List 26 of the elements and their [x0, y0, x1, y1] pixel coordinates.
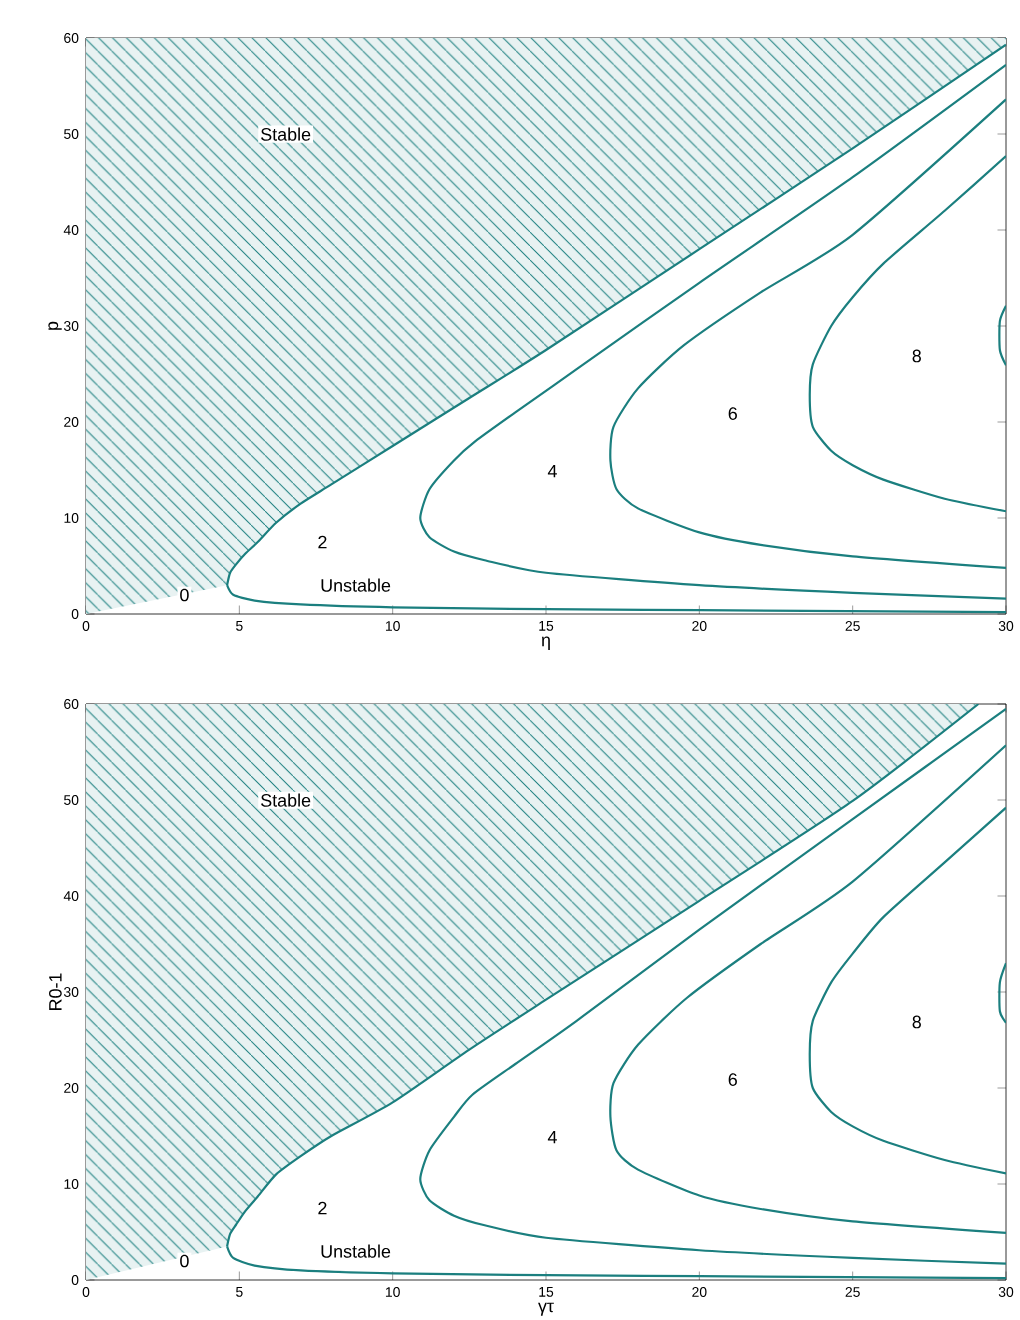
line-series — [419, 63, 1007, 600]
annotation: 6 — [728, 407, 737, 420]
y-axis-title: p — [48, 321, 62, 330]
line-series — [419, 707, 1007, 1265]
annotation: 2 — [318, 535, 327, 549]
x-axis-title: γτ — [538, 1302, 554, 1316]
annotation: 8 — [912, 349, 921, 363]
annotation: 2 — [318, 1201, 327, 1215]
line-series — [998, 962, 1007, 1024]
annotation: Stable — [261, 793, 311, 807]
annotation: Unstable — [321, 1244, 391, 1258]
line-series — [609, 744, 1007, 1235]
annotation: 0 — [180, 1254, 189, 1268]
annotation: Stable — [261, 127, 311, 141]
line-series — [808, 806, 1007, 1175]
x-axis-title: η — [541, 636, 550, 650]
annotation: 4 — [547, 464, 557, 478]
annotation: 4 — [547, 1130, 557, 1144]
line-series — [808, 154, 1007, 513]
annotation: 6 — [728, 1073, 737, 1086]
annotation: 8 — [912, 1015, 921, 1029]
line-series — [998, 304, 1007, 367]
y-axis-title: R0-1 — [49, 973, 62, 1010]
annotation: 0 — [180, 588, 189, 602]
line-series — [609, 98, 1007, 570]
annotation: Unstable — [321, 578, 391, 592]
